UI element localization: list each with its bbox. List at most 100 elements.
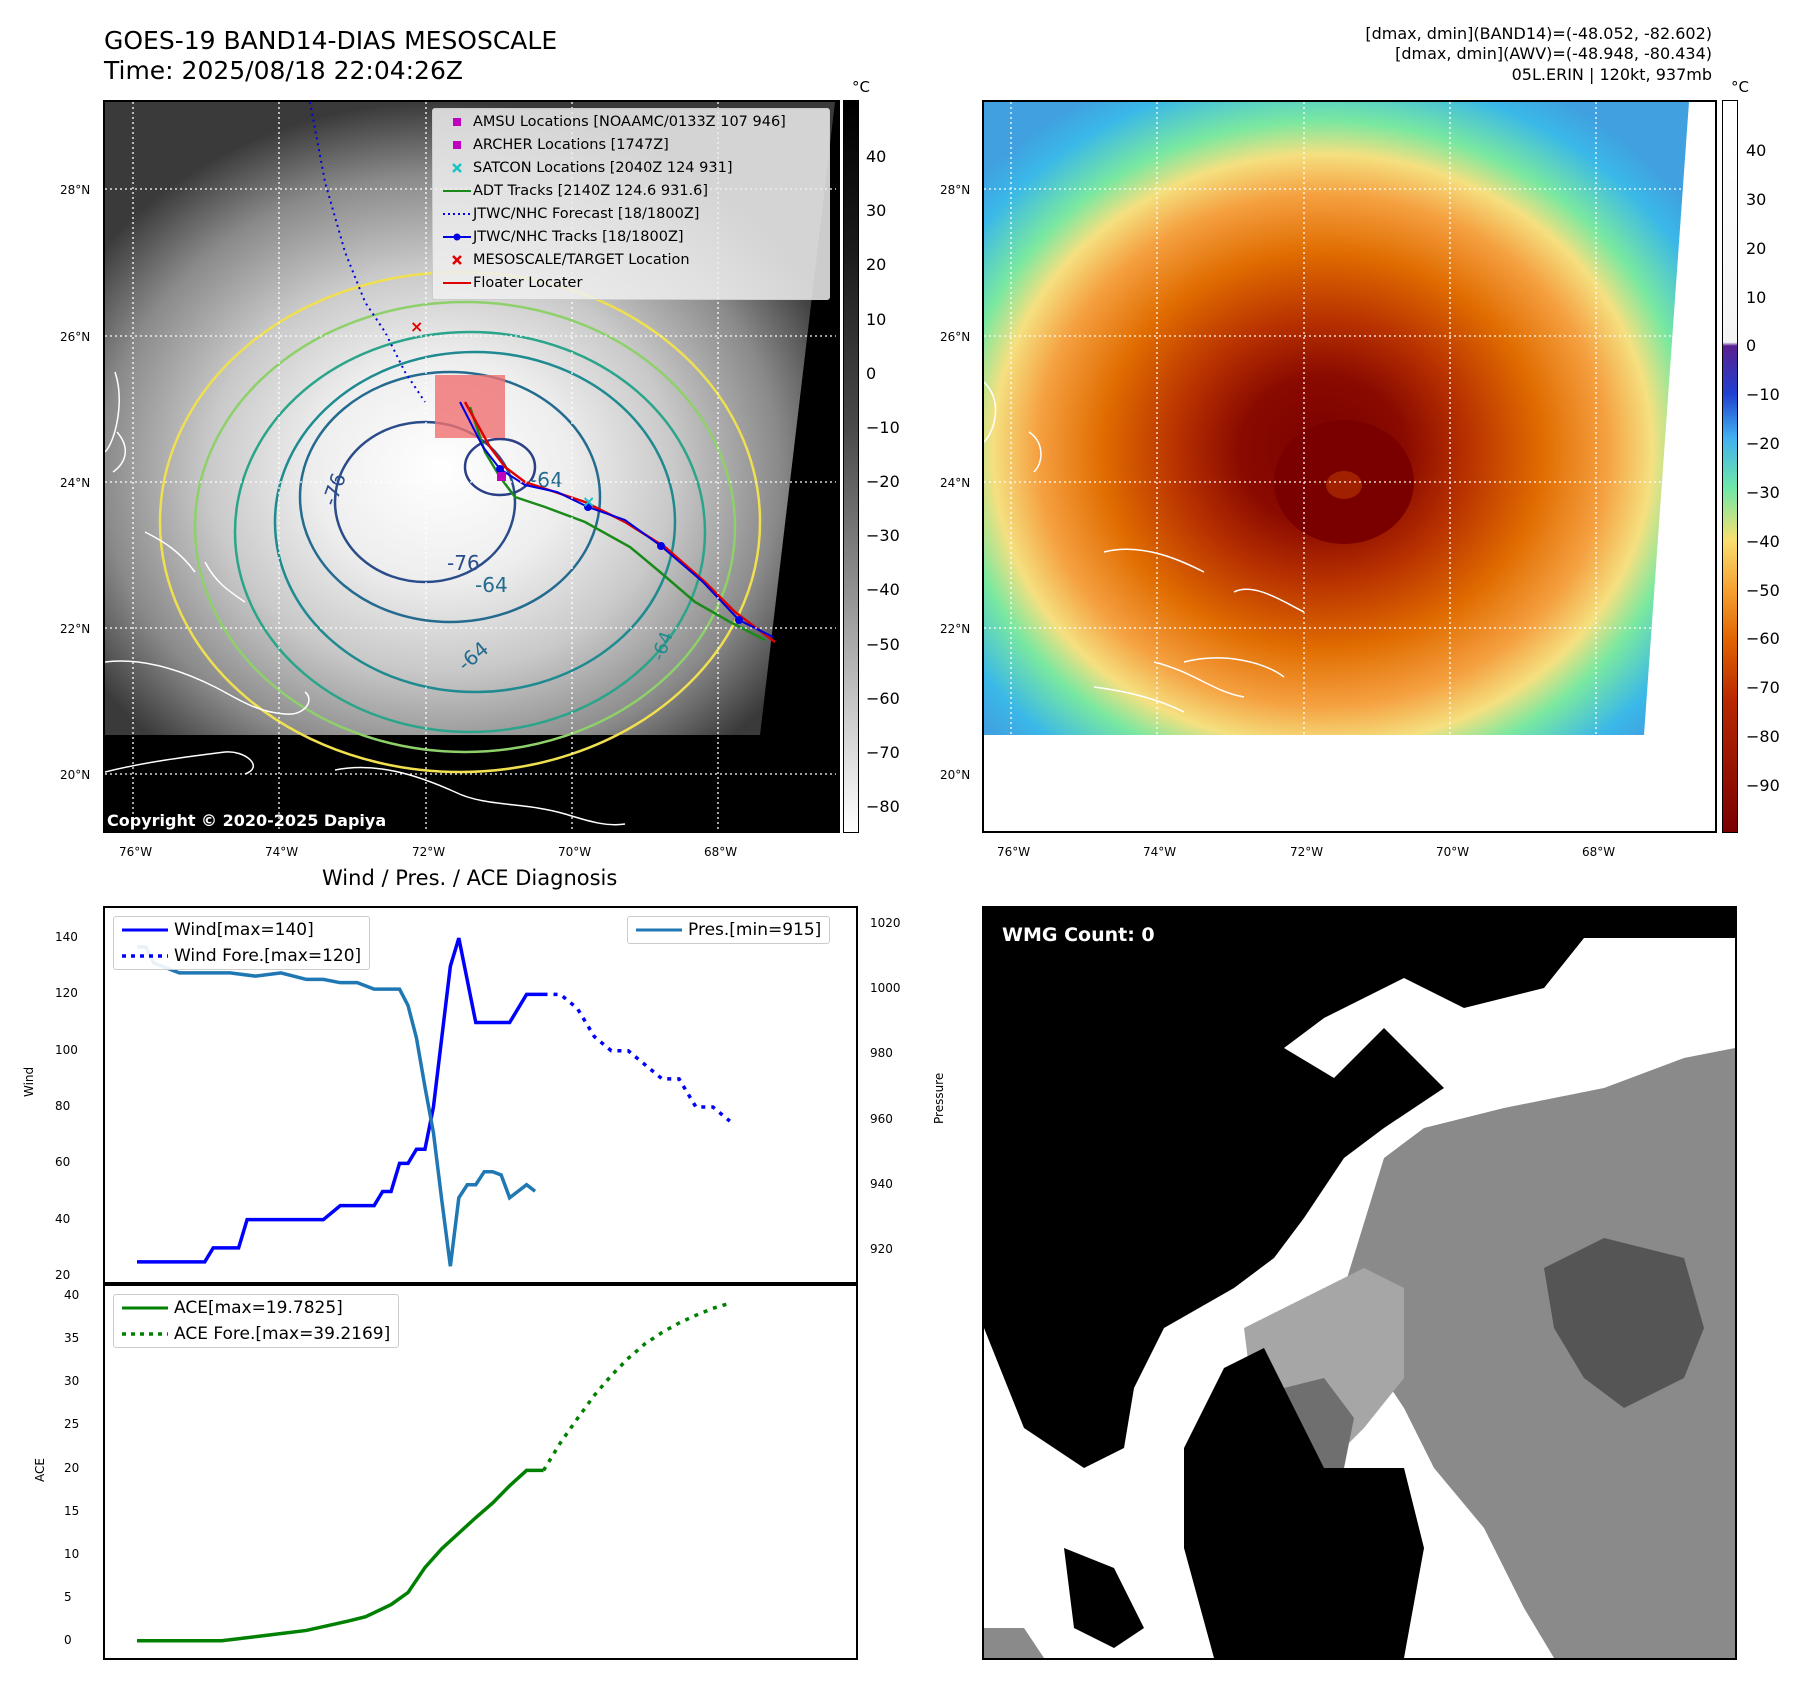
ace-tick-label: 10 — [64, 1546, 80, 1561]
colorbar-tick-label: 0 — [1746, 336, 1757, 356]
wind-tick-label: 60 — [55, 1155, 71, 1170]
colorbar-tick-label: −70 — [1746, 678, 1780, 698]
map-title: GOES-19 BAND14-DIAS MESOSCALE — [104, 26, 558, 55]
wind-axis-label: Wind — [22, 1066, 36, 1097]
wmg-count-badge: WMG Count: 0 — [994, 921, 1163, 949]
wind-legend: Wind[max=140] Wind Fore.[max=120] — [113, 916, 371, 970]
series-line-0 — [137, 937, 544, 1264]
awv-map-panel — [982, 100, 1717, 833]
ace-legend: ACE[max=19.7825] ACE Fore.[max=39.2169] — [113, 1294, 400, 1348]
lat-tick-label: 20°N — [940, 768, 971, 782]
colorbar-tick-label: 40 — [866, 147, 887, 166]
square-marker-icon — [453, 141, 461, 149]
colorbar-tick-label: −30 — [1746, 482, 1780, 502]
wind-pressure-chart — [103, 906, 858, 1286]
colorbar-tick-label: 0 — [866, 363, 877, 383]
wind-tick-label: 100 — [55, 1042, 78, 1057]
dotted-line-icon — [122, 1332, 168, 1336]
colorbar-left — [843, 100, 859, 833]
ace-tick-label: 35 — [64, 1331, 80, 1346]
colorbar-tick-label: −40 — [866, 580, 900, 600]
pressure-tick-label: 1000 — [870, 981, 901, 996]
pressure-tick-label: 920 — [870, 1241, 893, 1256]
lon-tick-label: 70°W — [558, 845, 592, 859]
pressure-legend: Pres.[min=915] — [627, 916, 831, 944]
ace-tick-label: 25 — [64, 1417, 80, 1432]
wmg-image — [984, 908, 1735, 1658]
dmax-awv: [dmax, dmin](AWV)=(-48.948, -80.434) — [1395, 44, 1712, 63]
ace-axis-label: ACE — [33, 1458, 47, 1482]
dmax-band14: [dmax, dmin](BAND14)=(-48.052, -82.602) — [1365, 24, 1712, 43]
lon-tick-label: 76°W — [997, 845, 1031, 859]
colorbar-tick-label: −60 — [1746, 629, 1780, 649]
ace-series-line-1 — [542, 1301, 731, 1472]
ace-plot — [137, 1301, 731, 1643]
ace-tick-label: 20 — [64, 1460, 80, 1475]
lon-tick-label: 70°W — [1436, 845, 1470, 859]
colorbar-tick-label: −40 — [1746, 531, 1780, 551]
svg-text:×: × — [410, 317, 423, 336]
lon-tick-label: 74°W — [1143, 845, 1177, 859]
wind-pressure-plot — [137, 937, 731, 1267]
colorbar-tick-label: −60 — [866, 688, 900, 708]
legend-item-tracks: JTWC/NHC Tracks [18/1800Z] — [441, 227, 684, 247]
line-marker-icon — [443, 282, 471, 284]
legend-item-satcon: SATCON Locations [2040Z 124 931] — [441, 158, 732, 178]
lat-tick-label: 24°N — [60, 476, 91, 490]
legend-wind: Wind[max=140] — [114, 917, 369, 943]
solid-line-icon — [122, 1306, 168, 1310]
colorbar-tick-label: 40 — [1746, 141, 1767, 160]
colorbar-left-unit: °C — [852, 78, 870, 96]
pressure-axis-label: Pressure — [932, 1072, 946, 1124]
contour-label: -76 — [447, 551, 480, 575]
dotted-line-icon — [443, 213, 471, 215]
wind-tick-label: 120 — [55, 986, 78, 1001]
ace-tick-label: 40 — [64, 1288, 80, 1303]
contour-label: -64 — [475, 573, 508, 597]
colorbar-tick-label: −10 — [1746, 385, 1780, 405]
pressure-tick-label: 940 — [870, 1176, 893, 1191]
wind-tick-label: 20 — [55, 1268, 71, 1282]
pressure-tick-label: 1020 — [870, 916, 901, 930]
legend-item-forecast: JTWC/NHC Forecast [18/1800Z] — [441, 204, 699, 224]
colorbar-tick-label: −50 — [866, 634, 900, 654]
lat-tick-label: 26°N — [940, 330, 971, 344]
line-marker-icon — [443, 190, 471, 192]
lat-tick-label: 28°N — [940, 183, 971, 197]
solid-line-icon — [122, 928, 168, 932]
series-line-1 — [543, 992, 731, 1123]
svg-text:×: × — [582, 492, 595, 511]
legend-item-amsu: AMSU Locations [NOAAMC/0133Z 107 946] — [441, 112, 786, 132]
lon-tick-label: 68°W — [704, 845, 738, 859]
series-line-2 — [137, 945, 537, 1267]
ace-tick-label: 15 — [64, 1503, 80, 1518]
lat-tick-label: 26°N — [60, 330, 91, 344]
x-marker-icon — [452, 255, 462, 265]
colorbar-tick-label: −80 — [866, 797, 900, 816]
ace-tick-label: 30 — [64, 1374, 80, 1389]
line-dot-marker-icon — [443, 233, 471, 241]
colorbar-right — [1722, 100, 1738, 833]
ace-series-line-0 — [137, 1468, 544, 1643]
colorbar-tick-label: −80 — [1746, 727, 1780, 747]
legend-item-floater: Floater Locater — [441, 273, 582, 293]
legend-ace: ACE[max=19.7825] — [114, 1295, 398, 1321]
colorbar-tick-label: 30 — [866, 201, 887, 221]
lon-tick-label: 72°W — [412, 845, 446, 859]
lat-tick-label: 20°N — [60, 768, 91, 782]
lon-tick-label: 76°W — [119, 845, 153, 859]
square-marker-icon — [453, 118, 461, 126]
legend-item-target: MESOSCALE/TARGET Location — [441, 250, 690, 270]
colorbar-tick-label: −20 — [866, 472, 900, 491]
lat-tick-label: 28°N — [60, 183, 91, 197]
colorbar-tick-label: −10 — [866, 417, 900, 437]
diagnosis-title: Wind / Pres. / ACE Diagnosis — [322, 866, 618, 890]
map-time: Time: 2025/08/18 22:04:26Z — [104, 56, 463, 85]
copyright-notice: Copyright © 2020-2025 Dapiya — [107, 811, 387, 830]
lat-tick-label: 22°N — [940, 622, 971, 636]
legend-ace-forecast: ACE Fore.[max=39.2169] — [114, 1321, 398, 1347]
dotted-line-icon — [122, 954, 168, 958]
colorbar-tick-label: 10 — [1746, 287, 1767, 307]
colorbar-tick-label: −30 — [866, 526, 900, 546]
legend-pressure: Pres.[min=915] — [628, 917, 829, 943]
